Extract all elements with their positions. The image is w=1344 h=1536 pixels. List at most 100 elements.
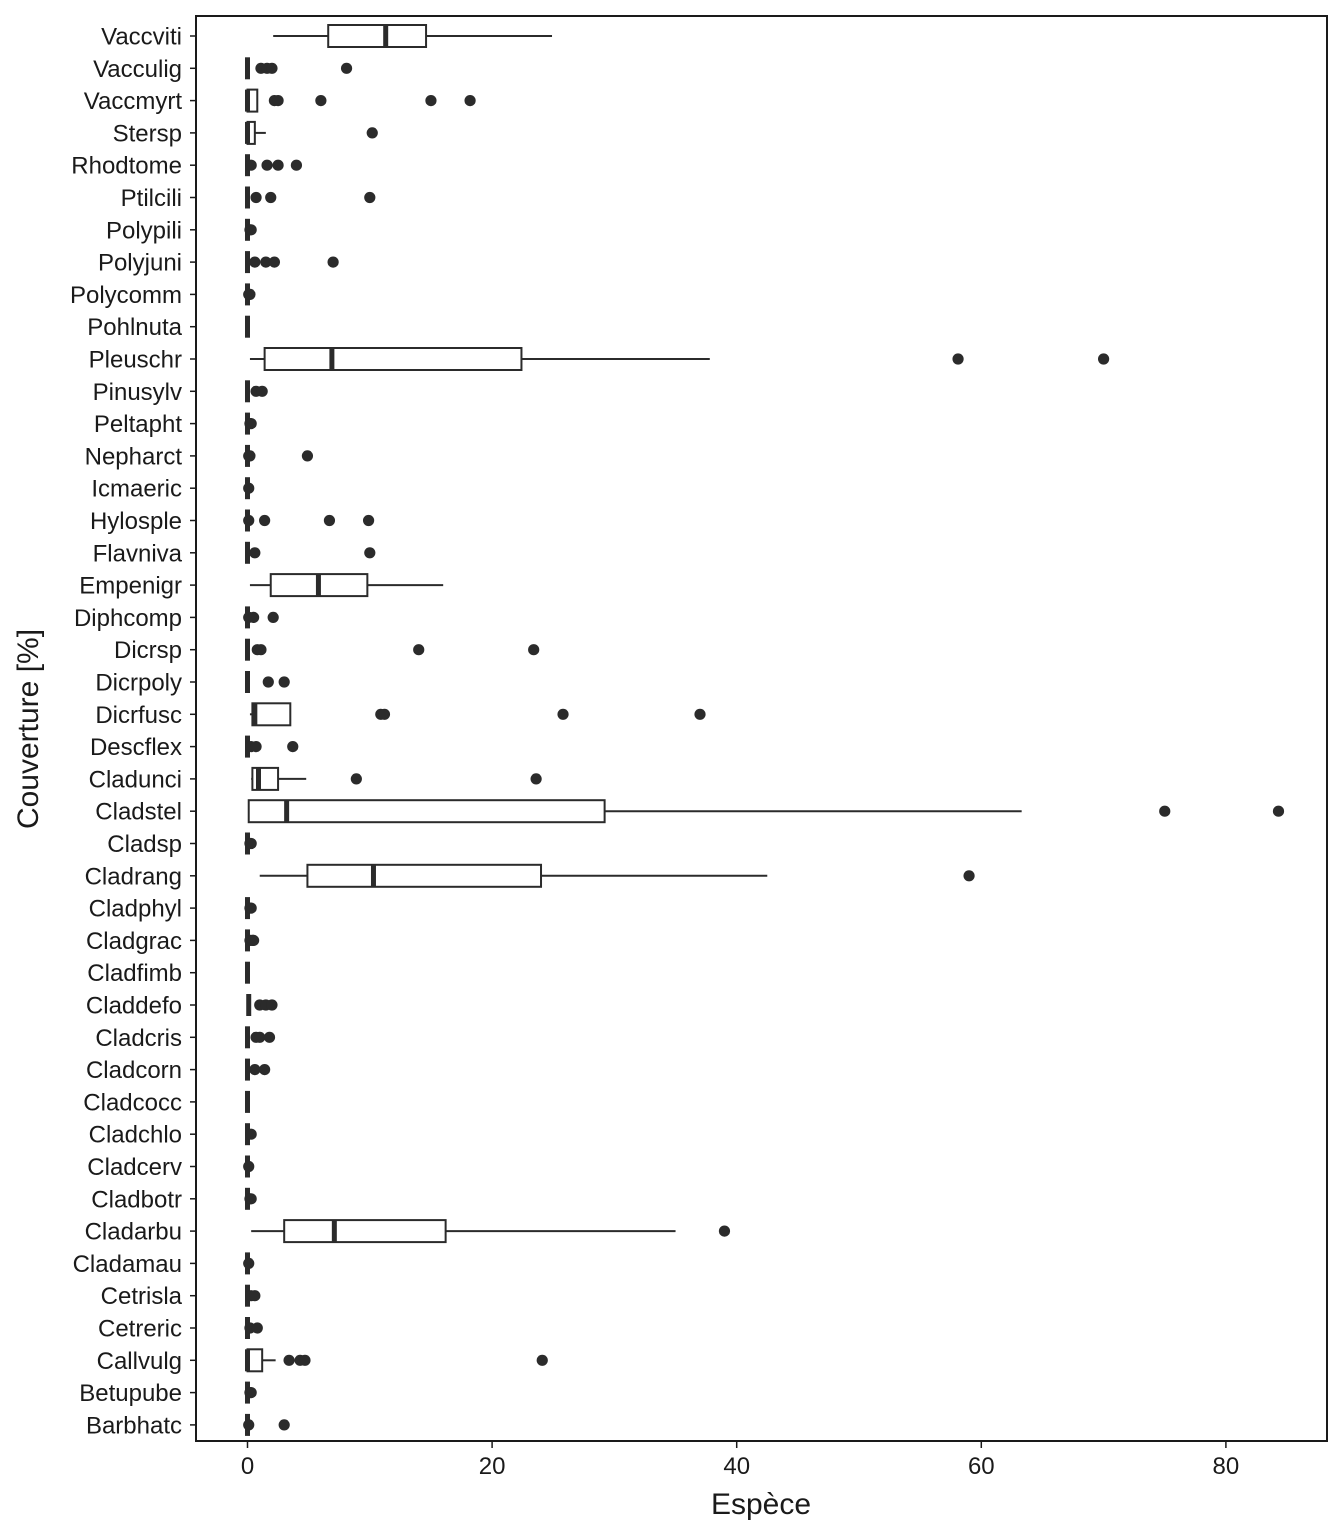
outlier-point	[259, 514, 271, 527]
y-tick-label: Diphcomp	[74, 605, 182, 632]
outlier-point	[245, 224, 257, 236]
y-tick-label: Ptilcili	[121, 185, 182, 212]
box-cladphyl	[244, 897, 257, 920]
box-cetreric	[244, 1317, 263, 1339]
outlier-point	[272, 95, 284, 107]
outlier-point	[265, 191, 277, 204]
iqr-box	[306, 863, 543, 888]
box-nepharct	[243, 444, 314, 467]
y-tick-label: Pleuschr	[89, 347, 182, 374]
box-polycomm	[243, 283, 256, 306]
box-cladcerv	[243, 1155, 255, 1178]
box-cladunci	[251, 766, 542, 791]
outlier-point	[315, 95, 327, 107]
y-tick-label: Vaccmyrt	[84, 88, 183, 115]
plot-panel	[195, 15, 1328, 1442]
box-peltapht	[244, 412, 257, 435]
box-empenigr	[249, 573, 444, 598]
iqr-box	[283, 1219, 447, 1244]
iqr-box	[247, 799, 606, 824]
y-tick-label: Cladfimb	[87, 960, 182, 987]
outlier-point	[340, 62, 353, 74]
outlier-point	[262, 676, 274, 688]
box-cladchlo	[245, 1123, 257, 1146]
outlier-point	[245, 1387, 257, 1399]
outlier-point	[327, 256, 339, 268]
y-tick-label: Rhodtome	[71, 153, 182, 180]
outlier-point	[251, 1322, 263, 1334]
outlier-point	[243, 1257, 255, 1269]
y-tick-label: Empenigr	[79, 573, 182, 600]
box-claddefo	[246, 994, 278, 1016]
y-tick-label: Dicrfusc	[95, 702, 182, 729]
outlier-point	[413, 644, 425, 656]
chart-marks	[243, 24, 1285, 1436]
y-tick-label: Flavniva	[93, 540, 183, 567]
y-tick-label: Cladcorn	[86, 1057, 182, 1084]
outlier-point	[366, 127, 378, 139]
box-cladarbu	[251, 1219, 731, 1244]
outlier-point	[530, 773, 542, 785]
box-callvulg	[245, 1348, 548, 1373]
y-tick-label: Cladchlo	[89, 1122, 182, 1149]
outlier-point	[536, 1354, 548, 1366]
outlier-point	[694, 708, 706, 720]
outlier-point	[255, 644, 267, 656]
y-tick-label: Cladrang	[85, 863, 182, 890]
outlier-point	[464, 95, 476, 107]
box-stersp	[245, 120, 378, 145]
y-tick-label: Claddefo	[86, 993, 182, 1020]
outlier-point	[283, 1354, 295, 1366]
outlier-point	[267, 611, 279, 624]
box-ptilcili	[245, 186, 376, 209]
box-barbhatc	[243, 1413, 290, 1436]
y-tick-label: Cladarbu	[85, 1219, 182, 1246]
x-axis-title: Espèce	[711, 1488, 811, 1521]
outlier-point	[272, 159, 284, 171]
outlier-point	[425, 95, 437, 107]
box-cladstel	[247, 799, 1285, 824]
outlier-point	[528, 644, 540, 656]
box-dicrsp	[245, 638, 540, 661]
outlier-point	[243, 1419, 255, 1431]
y-tick-label: Cladunci	[89, 766, 182, 793]
box-dicrfusc	[249, 702, 706, 727]
outlier-point	[266, 62, 278, 74]
outlier-point	[244, 450, 256, 462]
x-axis-ticks: 0 20 40 60 80	[241, 1441, 1239, 1480]
y-tick-label: Cladphyl	[89, 896, 182, 923]
outlier-point	[557, 708, 569, 720]
outlier-point	[244, 288, 256, 300]
box-betupube	[244, 1381, 257, 1404]
y-tick-label: Betupube	[79, 1380, 182, 1407]
y-tick-label: Cetreric	[98, 1316, 182, 1343]
y-tick-label: Barbhatc	[86, 1412, 182, 1439]
box-vaccviti	[273, 24, 553, 48]
y-tick-label: Vacculig	[93, 56, 182, 83]
outlier-point	[350, 773, 362, 785]
box-cladbotr	[244, 1187, 257, 1210]
x-tick-label: 80	[1213, 1453, 1240, 1480]
y-tick-label: Cladcocc	[83, 1089, 182, 1116]
y-tick-label: Cladsp	[107, 831, 182, 858]
y-tick-label: Cladstel	[95, 799, 182, 826]
y-tick-label: Callvulg	[97, 1348, 182, 1375]
outlier-point	[1159, 805, 1171, 817]
y-tick-label: Hylosple	[90, 508, 182, 535]
box-cladgrac	[244, 929, 260, 952]
y-tick-label: Cladcerv	[87, 1154, 182, 1181]
outlier-point	[254, 1031, 266, 1043]
iqr-box	[327, 24, 428, 48]
y-tick-label: Vaccviti	[101, 24, 182, 51]
y-tick-label: Polypili	[106, 217, 182, 244]
y-tick-label: Cladamau	[73, 1251, 182, 1278]
box-cladrang	[259, 863, 975, 888]
outlier-point	[278, 1419, 290, 1431]
box-cladcris	[245, 1026, 276, 1049]
outlier-point	[250, 191, 262, 204]
y-tick-label: Polyjuni	[98, 250, 182, 277]
y-tick-label: Dicrsp	[114, 637, 182, 664]
outlier-point	[268, 256, 281, 268]
outlier-point	[243, 1160, 255, 1173]
